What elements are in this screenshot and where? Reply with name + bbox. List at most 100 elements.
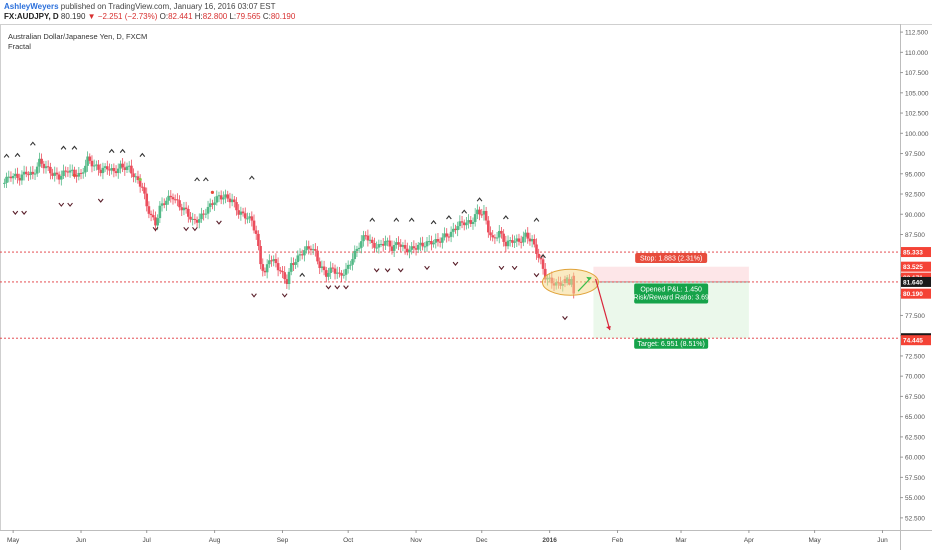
candle <box>116 168 120 174</box>
candle <box>173 199 177 201</box>
candle <box>86 156 89 166</box>
pnl-label-box[interactable] <box>634 283 709 304</box>
candle <box>278 270 282 272</box>
fractal-down-marker <box>397 268 404 273</box>
fractal-up-marker <box>203 177 209 182</box>
candle <box>272 259 276 262</box>
price-tick-label: 72.500 <box>905 353 925 360</box>
candle <box>502 233 505 242</box>
candle <box>379 243 383 245</box>
candle <box>303 250 306 256</box>
candle <box>309 248 313 251</box>
fractal-up-marker <box>299 272 306 277</box>
price-tick-label: 100.000 <box>905 131 929 138</box>
fractal-dot <box>72 173 77 177</box>
fractal-up-marker <box>30 141 36 146</box>
candle <box>535 244 538 254</box>
resistance-badge: 85.333 <box>903 250 923 257</box>
price-tick-label: 70.000 <box>905 374 925 381</box>
candle <box>134 176 138 178</box>
candle <box>141 186 144 188</box>
close-label: C: <box>262 12 271 21</box>
publish-info: published on TradingView.com, January 16… <box>60 2 276 11</box>
current-price-badge-box <box>901 288 931 299</box>
candle <box>169 195 173 198</box>
time-tick-label: Jun <box>877 537 888 544</box>
stop-label-box[interactable] <box>635 252 708 263</box>
candle <box>462 222 466 226</box>
candle <box>73 169 76 176</box>
symbol-label[interactable]: FX:AUDJPY, D <box>4 12 59 21</box>
candle <box>368 239 372 241</box>
candle <box>176 199 179 201</box>
price-tick-label: 65.000 <box>905 414 925 421</box>
candle <box>226 194 230 199</box>
candle <box>81 172 85 174</box>
candle <box>70 169 74 171</box>
candle <box>219 195 223 200</box>
candle <box>471 221 475 224</box>
candle <box>533 238 536 245</box>
candle <box>33 173 37 175</box>
fractal-up-marker <box>540 253 546 259</box>
candle <box>300 254 304 256</box>
candle <box>386 240 389 242</box>
candle <box>504 241 508 247</box>
candle <box>539 257 543 260</box>
time-tick-label: Feb <box>612 537 624 544</box>
time-tick-label: Oct <box>343 537 353 544</box>
candle <box>250 216 254 221</box>
candle <box>182 207 186 211</box>
candle <box>49 166 52 174</box>
upper-badge-box <box>901 261 931 272</box>
candle <box>324 270 328 277</box>
candle <box>421 242 424 247</box>
candle <box>441 237 444 243</box>
price-chart[interactable]: 112.500 110.000 107.500 105.000 102.500 100.0… <box>0 24 932 550</box>
fractal-up-marker <box>408 217 415 222</box>
candle <box>524 232 527 237</box>
candle <box>3 182 6 184</box>
candle <box>103 166 107 168</box>
fractal-down-marker <box>373 268 380 273</box>
candle <box>208 203 212 207</box>
candle <box>487 220 490 233</box>
time-tick-label: Sep <box>277 537 289 544</box>
candle <box>22 171 26 175</box>
price-tick-label: 102.500 <box>905 111 929 118</box>
price-tick-label: 90.000 <box>905 212 925 219</box>
drop-arrow[interactable] <box>595 278 611 331</box>
candle <box>187 209 190 217</box>
candle <box>434 239 438 243</box>
candle <box>160 203 164 206</box>
author-link[interactable]: AshleyWeyers <box>4 2 59 11</box>
stop-loss-zone[interactable] <box>593 266 749 282</box>
open-label: O: <box>159 12 169 21</box>
price-tick-label: 67.500 <box>905 394 925 401</box>
entry-badge: 81.640 <box>903 279 923 286</box>
candle <box>340 273 343 276</box>
target-price-badge-box <box>901 335 931 346</box>
candle <box>528 238 532 242</box>
highlight-ellipse[interactable] <box>541 268 599 296</box>
fractal-up-marker <box>461 209 468 214</box>
time-tick-label: Nov <box>410 537 422 544</box>
fractal-down-marker <box>533 273 540 278</box>
target-price-badge: 74.445 <box>903 338 923 345</box>
candle <box>493 237 497 239</box>
candle <box>75 175 78 177</box>
candle <box>375 247 378 249</box>
time-tick-label: Jul <box>143 537 152 544</box>
candle <box>289 263 293 272</box>
target-label-box[interactable] <box>634 338 709 349</box>
candle <box>423 246 427 248</box>
candle <box>344 268 348 275</box>
candle <box>261 264 265 271</box>
time-tick-label: Mar <box>675 537 687 544</box>
candle <box>506 240 510 247</box>
resistance-badge-box <box>901 247 931 258</box>
candle <box>241 211 245 214</box>
candle <box>40 158 43 164</box>
price-tick-label: 112.500 <box>905 30 928 37</box>
candle <box>265 264 269 273</box>
